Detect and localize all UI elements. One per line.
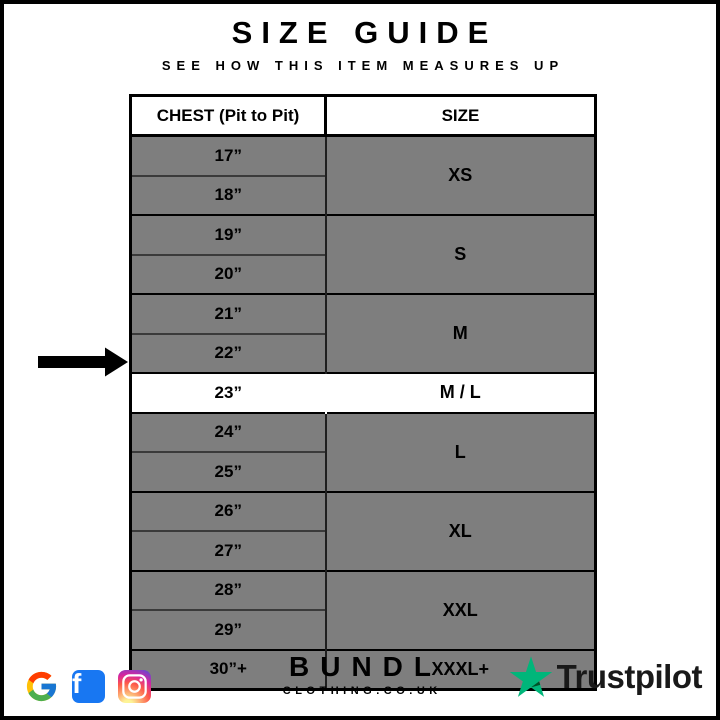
size-cell: XL — [324, 490, 596, 571]
size-cell: XS — [324, 134, 596, 215]
table-row: 22” — [130, 332, 596, 373]
table-row: 25” — [130, 451, 596, 492]
table-row: 24” L — [130, 411, 596, 492]
table-row: 28” XXL — [130, 569, 596, 650]
size-cell: XXXL+ — [324, 648, 596, 690]
chest-cell: 26” — [130, 490, 326, 531]
table-row: 17” XS — [130, 134, 596, 215]
table-row: 20” — [130, 253, 596, 294]
table-row: 19” S — [130, 214, 596, 294]
social-icons: f — [24, 669, 151, 704]
chest-cell: 29” — [130, 609, 326, 650]
size-cell-highlighted: M / L — [324, 372, 596, 413]
chest-cell: 28” — [130, 569, 326, 610]
chest-cell: 18” — [130, 174, 326, 215]
table-row: 27” — [130, 530, 596, 571]
size-cell: XXL — [324, 569, 596, 650]
chest-cell: 21” — [130, 293, 326, 334]
trustpilot-logo[interactable]: Trustpilot — [509, 656, 703, 698]
chest-cell: 22” — [130, 332, 326, 373]
highlighted-table-row: 23” M / L — [130, 372, 596, 413]
chest-cell: 20” — [130, 253, 326, 294]
chest-cell: 27” — [130, 530, 326, 571]
table-row: 26” XL — [130, 490, 596, 571]
table-row: 29” — [130, 609, 596, 650]
brand-logo: BUNDL CLOTHING.CO.UK — [4, 653, 716, 697]
facebook-icon[interactable]: f — [72, 670, 105, 703]
column-header-size: SIZE — [324, 95, 596, 137]
table-row: 18” — [130, 174, 596, 215]
table-row: 21” M — [130, 293, 596, 373]
row-pointer-arrow-icon — [38, 347, 128, 377]
brand-tagline: CLOTHING.CO.UK — [282, 685, 442, 697]
chest-cell: 17” — [130, 134, 326, 176]
google-icon[interactable] — [24, 669, 59, 704]
table-header-row: CHEST (Pit to Pit) SIZE — [130, 95, 596, 137]
size-cell: M — [324, 293, 596, 373]
size-cell: S — [324, 214, 596, 294]
facebook-glyph: f — [72, 668, 82, 699]
chest-cell: 25” — [130, 451, 326, 492]
chest-cell: 19” — [130, 214, 326, 255]
column-header-chest: CHEST (Pit to Pit) — [130, 95, 326, 137]
page-subtitle: SEE HOW THIS ITEM MEASURES UP — [161, 58, 565, 73]
brand-name: BUNDL — [289, 651, 442, 682]
chest-cell: 30”+ — [130, 648, 326, 690]
page-title: SIZE GUIDE — [231, 15, 498, 50]
size-cell: L — [324, 411, 596, 492]
table-row: 30”+ XXXL+ — [130, 648, 596, 690]
trustpilot-label: Trustpilot — [556, 658, 703, 695]
chest-cell-highlighted: 23” — [130, 372, 326, 413]
trustpilot-star-icon — [509, 656, 552, 697]
chest-cell: 24” — [130, 411, 326, 452]
size-table: CHEST (Pit to Pit) SIZE 17” XS 18” 19” S… — [129, 94, 597, 691]
instagram-icon[interactable] — [118, 670, 151, 703]
